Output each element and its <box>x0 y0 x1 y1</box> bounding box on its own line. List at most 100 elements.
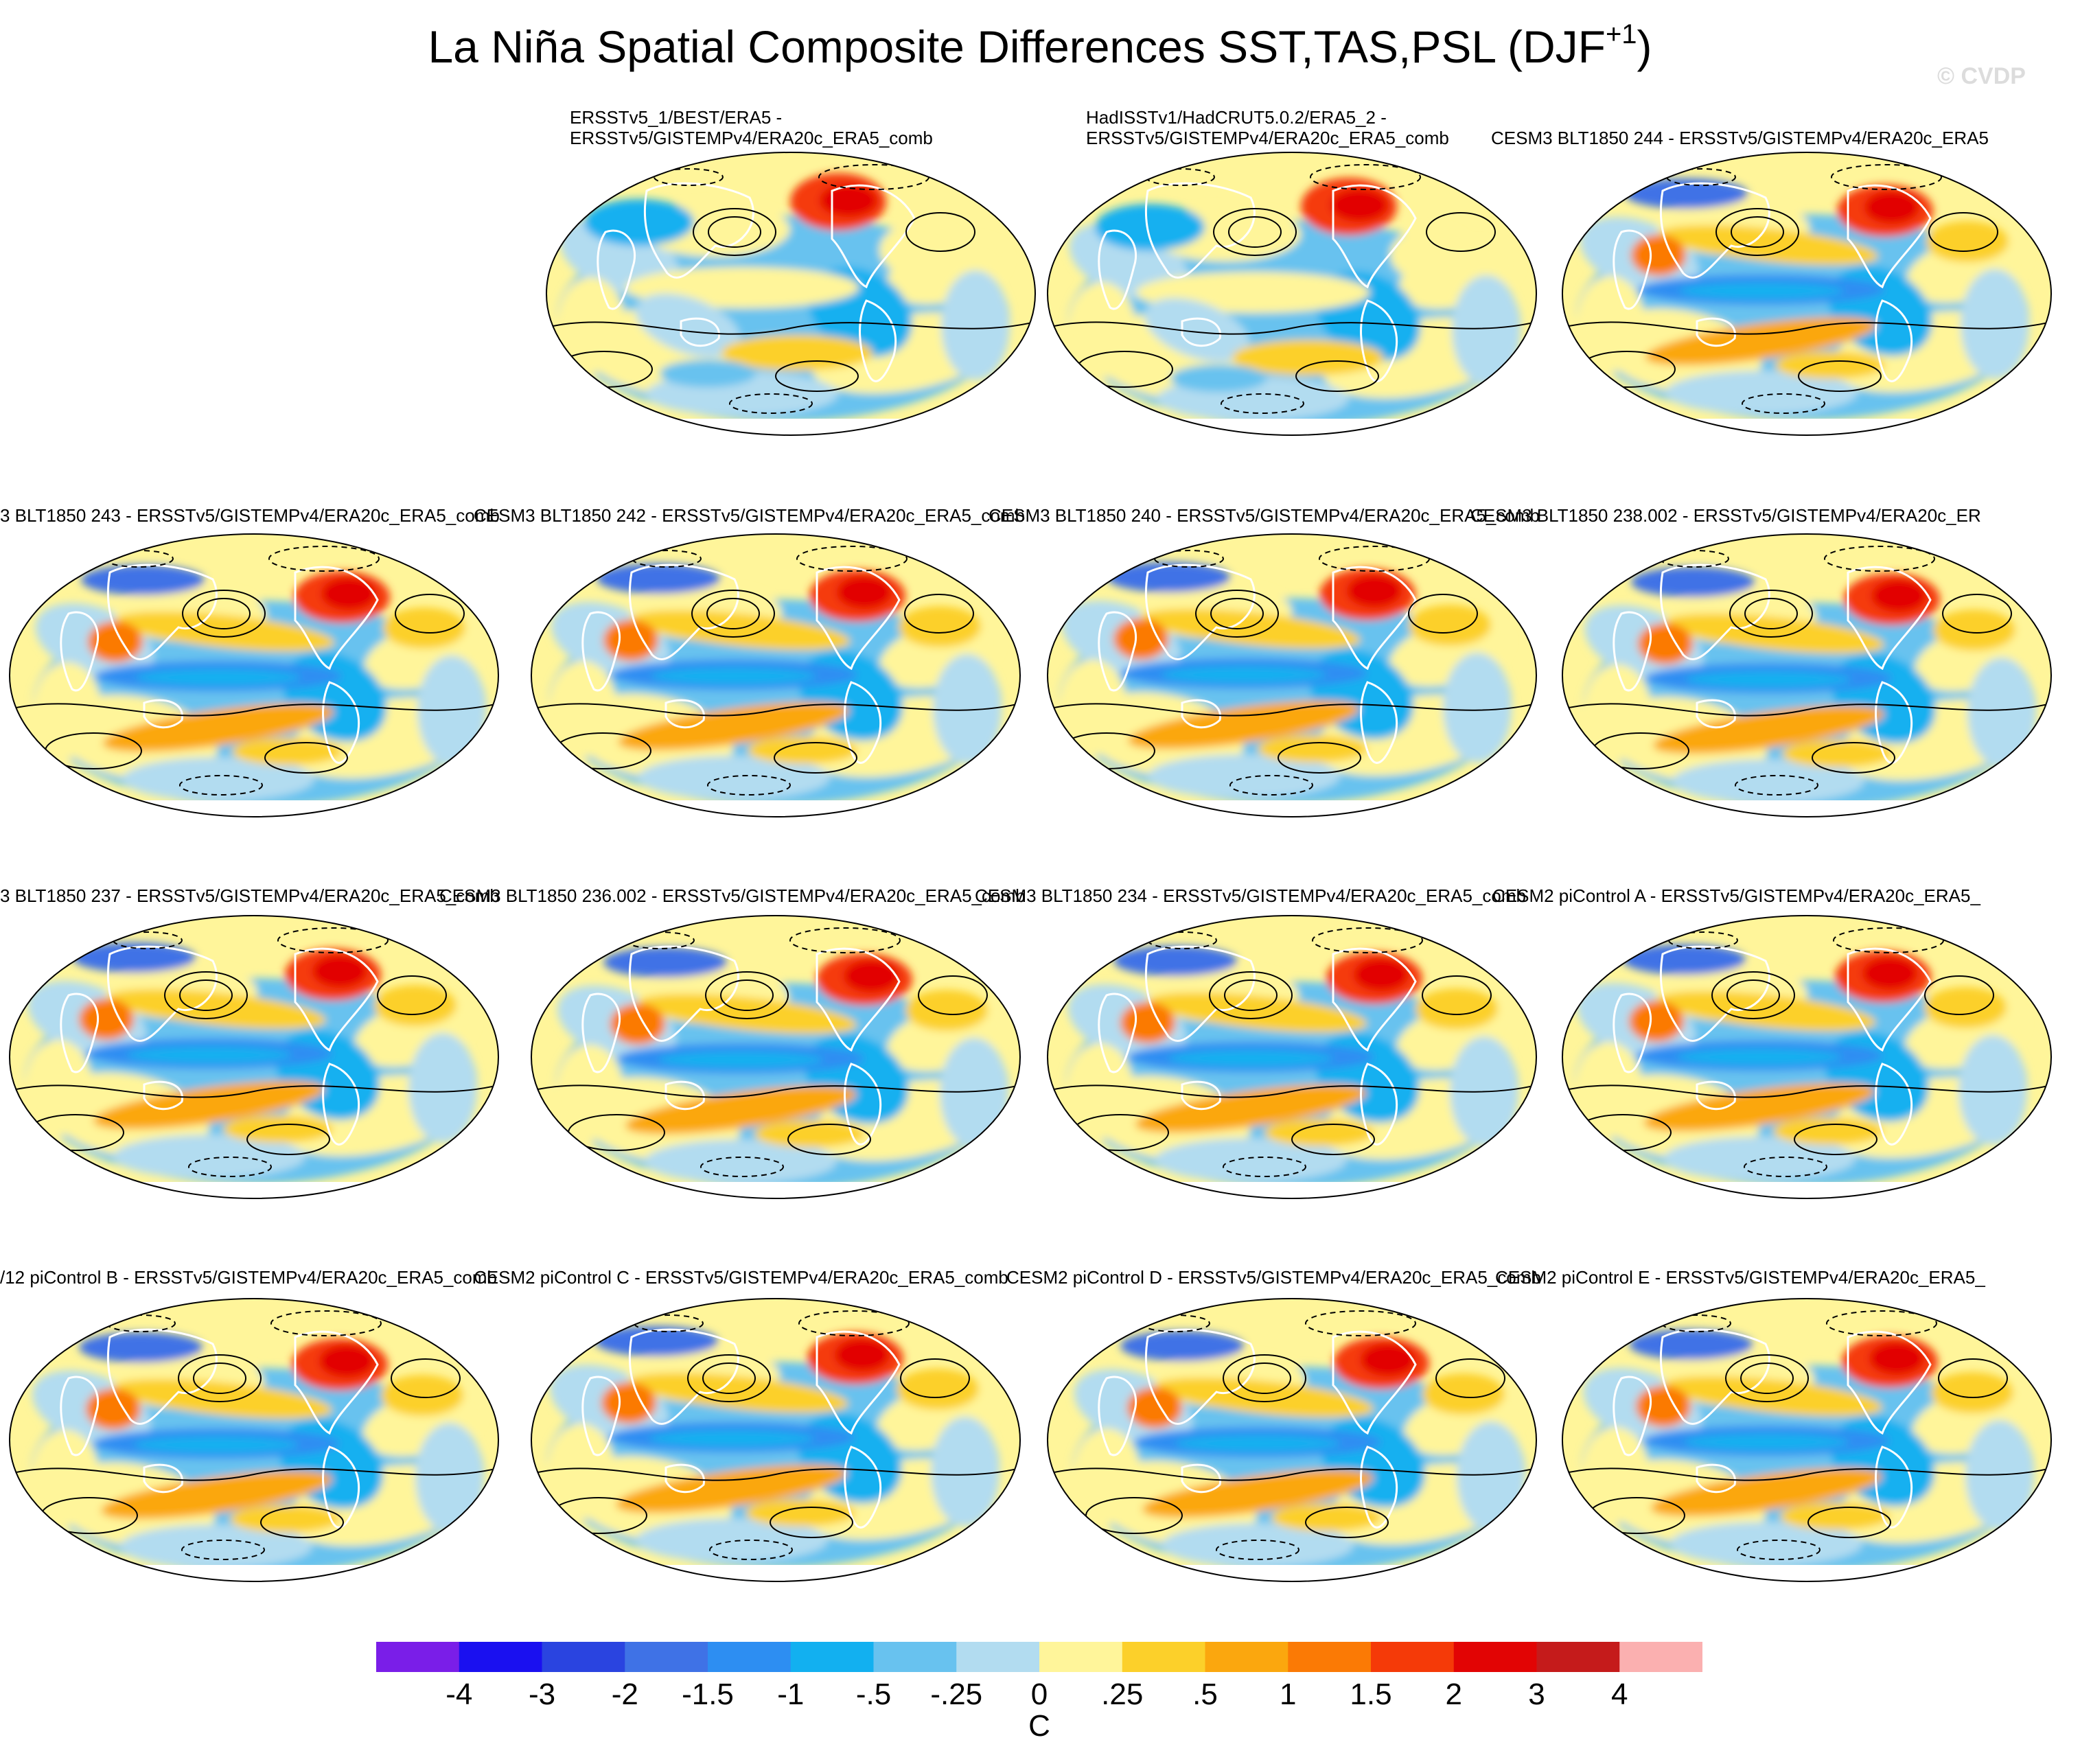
psl-contour <box>531 1467 1020 1481</box>
psl-contour <box>1812 742 1895 774</box>
map-canvas <box>1562 915 2052 1199</box>
coastline <box>1696 1463 1736 1494</box>
anomaly-shading <box>33 662 102 758</box>
anomaly-shading <box>548 661 617 757</box>
anomaly-shading <box>1663 1376 1883 1417</box>
anomaly-shading <box>1775 351 1885 379</box>
anomaly-shading <box>1933 610 2015 651</box>
psl-contour-negative <box>1744 1157 1827 1177</box>
panel-title-line: CESM3 BLT1850 234 - ERSSTv5/GISTEMPv4/ER… <box>975 885 1526 906</box>
psl-contour <box>1928 212 1998 252</box>
colorbar-swatch <box>1536 1642 1620 1672</box>
anomaly-shading <box>31 1430 100 1526</box>
panel-title: CESM3 BLT1850 242 - ERSSTv5/GISTEMPv4/ER… <box>474 505 1025 526</box>
psl-contour <box>377 975 447 1015</box>
map-border <box>1047 915 1537 1199</box>
coastline <box>859 299 897 382</box>
panel-title-line: HadISSTv1/HadCRUT5.0.2/ERA5_2 - <box>1086 107 1387 128</box>
anomaly-shading <box>102 704 334 752</box>
psl-contour <box>1048 702 1536 717</box>
cvdp-watermark: © CVDP <box>1937 63 2026 89</box>
anomaly-shading <box>1583 664 1652 761</box>
psl-contour <box>1794 1124 1877 1155</box>
anomaly-shading <box>1624 178 1748 209</box>
anomaly-shading <box>1113 946 1237 976</box>
coastline <box>106 564 218 660</box>
colorbar-tick-label: -4 <box>446 1678 473 1711</box>
anomaly-shading <box>374 985 457 1026</box>
colorbar-tick-label: .25 <box>1101 1678 1144 1711</box>
robinson-map <box>544 150 1038 438</box>
anomaly-shading <box>546 1424 615 1520</box>
coastline <box>1144 182 1256 279</box>
panel-title-line: /12 piControl B - ERSSTv5/GISTEMPv4/ERA2… <box>0 1267 497 1288</box>
panel-title-line: ERSSTv5/GISTEMPv4/ERA20c_ERA5_comb <box>1086 128 1449 148</box>
psl-contour-negative <box>789 927 901 953</box>
coastline <box>1847 566 1932 671</box>
colorbar-tick-label: -1.5 <box>682 1678 734 1711</box>
colorbar-swatch <box>1122 1642 1205 1672</box>
anomaly-shading <box>1415 988 1498 1030</box>
robinson-map <box>529 531 1023 820</box>
panel-title-line: ERSSTv5/GISTEMPv4/ERA20c_ERA5_comb <box>570 128 933 148</box>
coastline <box>143 1463 183 1494</box>
anomaly-shading <box>1650 1468 1882 1516</box>
coastline <box>831 184 916 289</box>
anomaly-shading <box>1162 1523 1354 1567</box>
anomaly-shading <box>321 577 376 610</box>
anomaly-shading <box>1168 1050 1333 1067</box>
coastline <box>1181 1080 1221 1111</box>
map-canvas <box>9 1298 499 1582</box>
psl-contour-negative <box>1831 164 1942 190</box>
psl-contour-negative <box>1666 168 1736 186</box>
anomaly-shading <box>223 1115 333 1143</box>
anomaly-shading <box>1065 1043 1134 1139</box>
psl-contour-negative <box>1668 931 1738 949</box>
anomaly-shading <box>844 960 899 993</box>
colorbar-swatch <box>1453 1642 1537 1672</box>
colorbar-swatch <box>790 1642 874 1672</box>
panel-title: 3 BLT1850 243 - ERSSTv5/GISTEMPv4/ERA20c… <box>0 505 500 526</box>
robinson-map <box>1560 531 2054 820</box>
robinson-map <box>1560 913 2054 1201</box>
psl-contour <box>1048 1084 1536 1098</box>
psl-contour <box>720 979 774 1011</box>
coastline <box>1696 1080 1736 1111</box>
colorbar-swatch <box>376 1642 460 1672</box>
anomaly-shading <box>837 576 892 609</box>
psl-contour-negative <box>270 1310 382 1336</box>
anomaly-shading <box>1924 987 2007 1028</box>
anomaly-shading <box>1142 1470 1374 1518</box>
anomaly-shading <box>1629 1330 1753 1360</box>
anomaly-shading <box>879 222 962 277</box>
anomaly-shading <box>1782 740 1892 767</box>
psl-contour-negative <box>729 393 813 414</box>
psl-contour <box>546 321 1035 335</box>
anomaly-shading <box>660 360 756 387</box>
anomaly-shading <box>232 738 342 765</box>
anomaly-shading <box>93 1081 325 1130</box>
psl-contour-negative <box>181 1540 265 1560</box>
anomaly-shading <box>1581 1427 1650 1523</box>
anomaly-shading <box>1629 1001 1684 1042</box>
robinson-map <box>1045 913 1539 1201</box>
psl-contour <box>775 360 859 392</box>
robinson-map <box>7 1296 501 1584</box>
anomaly-shading <box>1107 562 1230 592</box>
anomaly-shading <box>1170 364 1267 392</box>
psl-contour <box>10 702 498 717</box>
colorbar-tick-label: -2 <box>611 1678 638 1711</box>
map-border <box>531 1298 1021 1582</box>
psl-contour <box>1408 594 1478 634</box>
anomaly-shading <box>381 1375 463 1416</box>
anomaly-shading <box>1422 1373 1505 1415</box>
psl-contour <box>904 594 974 634</box>
coastline <box>1332 566 1417 671</box>
coastline <box>1332 184 1417 289</box>
anomaly-shading <box>1864 191 1919 224</box>
colorbar-tick-label: -1 <box>777 1678 805 1711</box>
colorbar-swatch <box>1371 1642 1455 1672</box>
panel-title-line: CESM2 piControl A - ERSSTv5/GISTEMPv4/ER… <box>1492 885 1980 906</box>
anomaly-shading <box>555 1045 624 1141</box>
anomaly-shading <box>1361 1343 1415 1376</box>
